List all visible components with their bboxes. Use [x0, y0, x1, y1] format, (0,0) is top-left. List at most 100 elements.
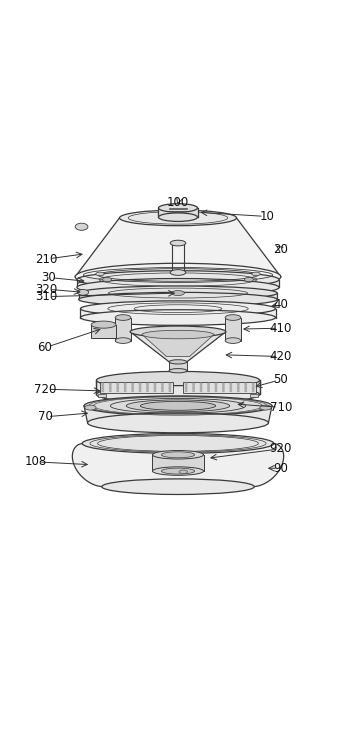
Ellipse shape: [120, 210, 236, 226]
Ellipse shape: [192, 390, 195, 392]
Ellipse shape: [225, 314, 241, 320]
Ellipse shape: [138, 384, 141, 386]
Text: 310: 310: [36, 290, 58, 303]
Ellipse shape: [146, 390, 149, 392]
Text: 420: 420: [269, 350, 292, 363]
Ellipse shape: [192, 384, 195, 386]
Ellipse shape: [207, 388, 210, 390]
Ellipse shape: [168, 383, 171, 384]
Ellipse shape: [101, 389, 104, 391]
Ellipse shape: [244, 383, 247, 384]
Ellipse shape: [222, 388, 225, 390]
Ellipse shape: [124, 390, 127, 392]
Ellipse shape: [237, 388, 240, 390]
Ellipse shape: [192, 383, 195, 384]
Ellipse shape: [215, 390, 218, 392]
Ellipse shape: [168, 390, 171, 392]
Ellipse shape: [169, 369, 187, 372]
Ellipse shape: [252, 272, 260, 276]
Ellipse shape: [116, 385, 119, 387]
Ellipse shape: [185, 384, 188, 386]
Ellipse shape: [158, 203, 198, 212]
Ellipse shape: [161, 387, 164, 388]
Ellipse shape: [138, 390, 141, 392]
Ellipse shape: [146, 384, 149, 386]
Ellipse shape: [168, 385, 171, 387]
Polygon shape: [98, 395, 106, 397]
Ellipse shape: [152, 451, 204, 459]
Ellipse shape: [131, 390, 134, 392]
Polygon shape: [183, 381, 256, 393]
Ellipse shape: [222, 385, 225, 387]
Ellipse shape: [153, 383, 156, 384]
Ellipse shape: [101, 383, 104, 384]
Ellipse shape: [101, 384, 104, 386]
Ellipse shape: [138, 388, 141, 390]
Ellipse shape: [222, 383, 225, 384]
Ellipse shape: [207, 384, 210, 386]
Ellipse shape: [260, 405, 271, 410]
Ellipse shape: [215, 383, 218, 384]
Ellipse shape: [200, 387, 203, 388]
Ellipse shape: [131, 388, 134, 390]
Ellipse shape: [116, 383, 119, 384]
Polygon shape: [225, 317, 241, 340]
Ellipse shape: [115, 314, 131, 320]
Ellipse shape: [229, 388, 232, 390]
Ellipse shape: [172, 291, 184, 296]
Ellipse shape: [102, 479, 254, 495]
Ellipse shape: [109, 389, 112, 391]
Ellipse shape: [161, 388, 164, 390]
Polygon shape: [169, 362, 187, 371]
Ellipse shape: [237, 389, 240, 391]
Text: 10: 10: [259, 210, 274, 223]
Ellipse shape: [252, 385, 255, 387]
Text: 30: 30: [41, 271, 56, 284]
Ellipse shape: [131, 384, 134, 386]
Ellipse shape: [244, 387, 247, 388]
Ellipse shape: [237, 390, 240, 392]
Ellipse shape: [101, 385, 104, 387]
Ellipse shape: [101, 388, 104, 390]
Text: 20: 20: [273, 243, 288, 256]
Ellipse shape: [124, 389, 127, 391]
Ellipse shape: [131, 385, 134, 387]
Ellipse shape: [185, 390, 188, 392]
Ellipse shape: [207, 385, 210, 387]
Ellipse shape: [229, 385, 232, 387]
Ellipse shape: [109, 385, 112, 387]
Polygon shape: [79, 293, 277, 299]
Ellipse shape: [207, 387, 210, 388]
Ellipse shape: [185, 389, 188, 391]
Ellipse shape: [131, 383, 134, 384]
Ellipse shape: [153, 390, 156, 392]
Ellipse shape: [79, 286, 277, 300]
Polygon shape: [77, 279, 279, 288]
Ellipse shape: [244, 388, 247, 390]
Ellipse shape: [169, 360, 187, 364]
Ellipse shape: [153, 387, 156, 388]
Ellipse shape: [131, 387, 134, 388]
Ellipse shape: [146, 387, 149, 388]
Ellipse shape: [185, 388, 188, 390]
Ellipse shape: [215, 385, 218, 387]
Ellipse shape: [153, 384, 156, 386]
Ellipse shape: [185, 383, 188, 384]
Ellipse shape: [109, 390, 112, 392]
Ellipse shape: [244, 277, 253, 282]
Ellipse shape: [200, 388, 203, 390]
Ellipse shape: [77, 279, 279, 297]
Ellipse shape: [244, 384, 247, 386]
Ellipse shape: [237, 387, 240, 388]
Ellipse shape: [130, 326, 226, 337]
Ellipse shape: [207, 390, 210, 392]
Ellipse shape: [115, 337, 131, 343]
Ellipse shape: [229, 389, 232, 391]
Ellipse shape: [146, 389, 149, 391]
Ellipse shape: [252, 383, 255, 384]
Ellipse shape: [225, 337, 241, 343]
Ellipse shape: [138, 383, 141, 384]
Ellipse shape: [124, 385, 127, 387]
Ellipse shape: [229, 390, 232, 392]
Polygon shape: [96, 380, 260, 395]
